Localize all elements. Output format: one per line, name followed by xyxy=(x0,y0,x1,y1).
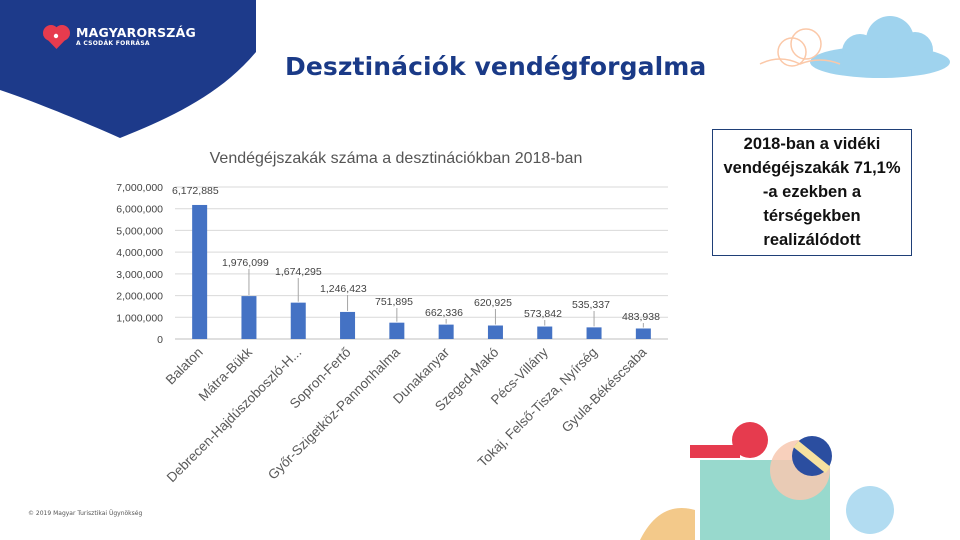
cloud-icon xyxy=(759,16,950,78)
bar xyxy=(290,302,306,339)
page-title: Desztinációk vendégforgalma xyxy=(285,52,707,81)
y-tick-label: 2,000,000 xyxy=(116,291,163,303)
bar xyxy=(438,324,454,339)
bar xyxy=(192,204,208,339)
y-tick-label: 6,000,000 xyxy=(116,204,163,216)
bar xyxy=(487,325,503,339)
data-label: 1,674,295 xyxy=(275,266,322,278)
bar xyxy=(241,296,257,339)
bar xyxy=(586,327,602,339)
bar xyxy=(340,311,356,339)
data-label: 751,895 xyxy=(375,296,413,308)
note-box: 2018-ban a vidéki vendégéjszakák 71,1% -… xyxy=(712,129,912,256)
data-label: 6,172,885 xyxy=(172,185,219,197)
data-label: 1,246,423 xyxy=(320,283,367,295)
y-tick-label: 7,000,000 xyxy=(116,182,163,194)
data-label: 1,976,099 xyxy=(222,257,269,269)
copyright: © 2019 Magyar Turisztikai Ügynökség xyxy=(28,510,143,517)
data-label: 662,336 xyxy=(425,307,463,319)
heart-logo-icon xyxy=(43,25,70,49)
y-tick-label: 0 xyxy=(157,334,163,346)
chart-title: Vendégéjszakák száma a desztinációkban 2… xyxy=(210,150,583,167)
bar xyxy=(389,322,405,339)
bar xyxy=(537,326,553,339)
y-tick-label: 4,000,000 xyxy=(116,247,163,259)
y-tick-label: 5,000,000 xyxy=(116,225,163,237)
y-tick-label: 1,000,000 xyxy=(116,312,163,324)
data-label: 535,337 xyxy=(572,299,610,311)
data-label: 573,842 xyxy=(524,308,562,320)
y-tick-label: 3,000,000 xyxy=(116,269,163,281)
brand-name: MAGYARORSZÁG xyxy=(76,25,196,40)
clouds-decoration xyxy=(759,16,950,78)
data-label: 483,938 xyxy=(622,311,660,323)
bar xyxy=(635,328,651,339)
brand-banner xyxy=(0,0,256,138)
brand-tagline: A CSODÁK FORRÁSA xyxy=(76,40,150,47)
data-label: 620,925 xyxy=(474,297,512,309)
decorative-illustration xyxy=(640,422,894,540)
x-tick-label: Balaton xyxy=(163,345,206,388)
